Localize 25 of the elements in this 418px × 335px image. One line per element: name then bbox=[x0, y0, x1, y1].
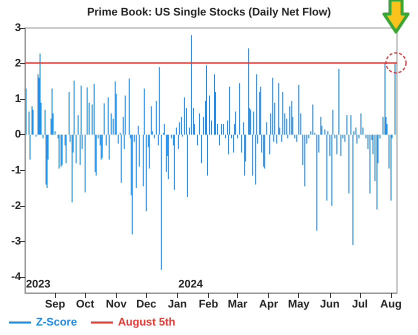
y-tick-label: 3 bbox=[14, 22, 21, 34]
x-tick-label: Feb bbox=[198, 298, 219, 310]
x-tick-label: Sep bbox=[44, 298, 66, 310]
x-tick-label: Jul bbox=[352, 298, 368, 310]
x-tick-label: Nov bbox=[106, 298, 128, 310]
y-tick-label: -4 bbox=[11, 270, 22, 283]
y-tick-label: 0 bbox=[14, 128, 21, 141]
chart-title: Prime Book: US Single Stocks (Daily Net Flow) bbox=[87, 6, 332, 18]
x-tick-label: Aug bbox=[380, 298, 402, 310]
x-tick-label: Jun bbox=[320, 298, 340, 310]
legend-label: August 5th bbox=[118, 316, 176, 328]
y-tick-label: -2 bbox=[11, 200, 21, 212]
x-tick-label: May bbox=[288, 298, 310, 310]
y-tick-label: -1 bbox=[11, 164, 21, 176]
y-tick-label: 2 bbox=[14, 58, 21, 70]
annotation: 2024 bbox=[178, 278, 204, 290]
annotation: 2023 bbox=[26, 278, 50, 290]
x-tick-label: Apr bbox=[259, 298, 279, 310]
x-tick-label: Oct bbox=[76, 298, 95, 310]
y-tick-label: -3 bbox=[11, 235, 21, 248]
x-tick-label: Jan bbox=[168, 298, 188, 310]
x-tick-label: Dec bbox=[136, 298, 156, 310]
y-tick-label: 1 bbox=[14, 93, 21, 106]
legend-label: Z-Score bbox=[36, 316, 77, 328]
x-tick-label: Mar bbox=[228, 298, 248, 310]
